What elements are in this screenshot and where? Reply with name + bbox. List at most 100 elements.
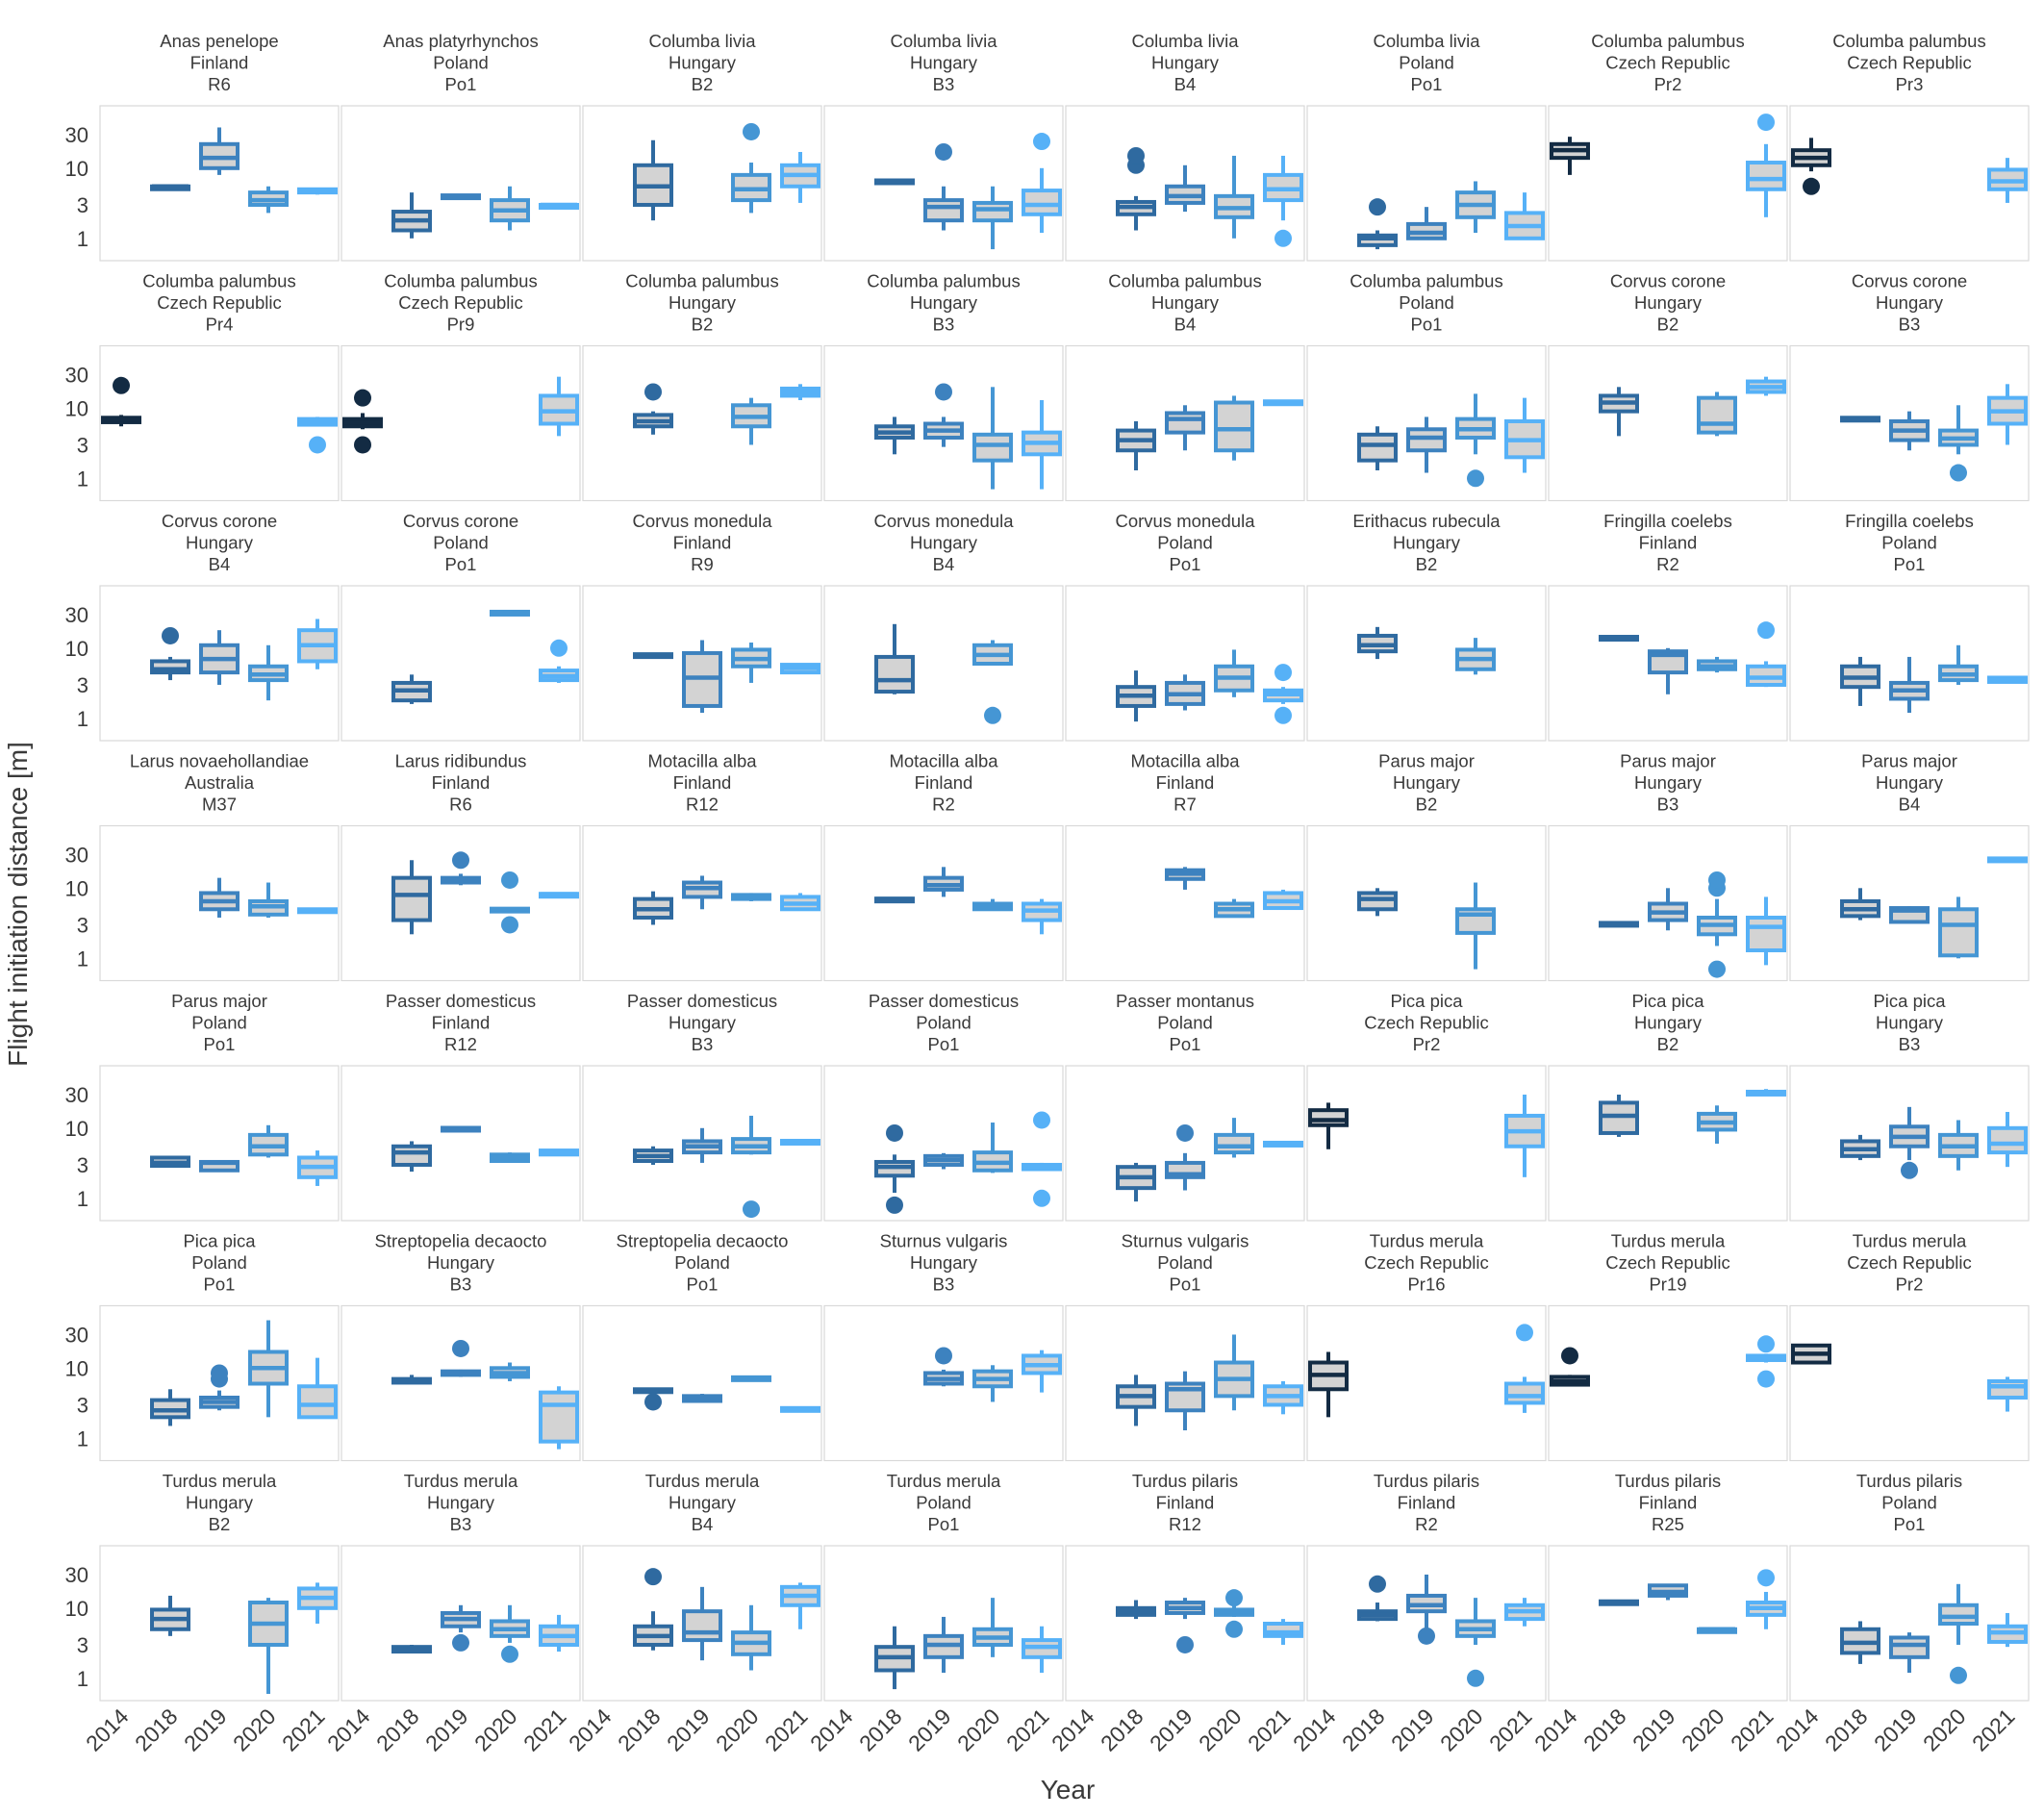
box bbox=[874, 178, 915, 186]
box bbox=[1263, 155, 1303, 247]
x-tick-label: 2014 bbox=[1047, 1703, 1099, 1756]
panel-title-line: Pr16 bbox=[1407, 1274, 1445, 1295]
panel-title-line: Columba palumbus bbox=[1350, 271, 1502, 291]
box-iqr bbox=[1746, 915, 1786, 952]
panel-title-line: Larus novaehollandiae bbox=[130, 751, 309, 771]
y-tick-label: 30 bbox=[65, 1323, 88, 1347]
box-iqr bbox=[297, 1384, 338, 1420]
box-iqr bbox=[1022, 189, 1062, 216]
panel-title-line: Finland bbox=[1639, 533, 1698, 553]
panel-title-line: Po1 bbox=[1411, 74, 1443, 94]
x-tick-label: 2020 bbox=[711, 1703, 764, 1756]
panel-title-line: Corvus corone bbox=[403, 511, 518, 531]
x-tick-label: 2019 bbox=[662, 1703, 715, 1756]
outlier-point bbox=[1757, 1569, 1775, 1587]
x-tick-label: 2019 bbox=[1386, 1703, 1439, 1756]
y-tick-label: 1 bbox=[77, 707, 88, 731]
box bbox=[1938, 1583, 1979, 1684]
panel-border bbox=[1548, 824, 1788, 982]
panel-title-line: B4 bbox=[209, 554, 231, 574]
box bbox=[539, 376, 579, 437]
box bbox=[780, 151, 820, 203]
panel-title-line: R12 bbox=[686, 795, 719, 815]
box bbox=[731, 122, 771, 214]
panel-title-line: Czech Republic bbox=[1847, 1252, 1972, 1273]
panel-title-line: Streptopelia decaocto bbox=[617, 1231, 789, 1251]
panel-border bbox=[1548, 1304, 1788, 1462]
box bbox=[682, 1394, 722, 1403]
outlier-point bbox=[1274, 664, 1292, 682]
panel-title-line: Turdus merula bbox=[1370, 1231, 1484, 1251]
box bbox=[1746, 621, 1786, 688]
box bbox=[1406, 1574, 1447, 1645]
panel-border bbox=[99, 585, 340, 742]
y-tick-label: 10 bbox=[65, 1117, 88, 1141]
box bbox=[199, 630, 240, 685]
panel-title-line: Pr2 bbox=[1896, 1274, 1924, 1295]
box bbox=[1746, 1569, 1786, 1629]
panel-title-line: Australia bbox=[185, 772, 255, 793]
panel-title-line: B3 bbox=[933, 1274, 955, 1295]
x-tick-label: 2018 bbox=[1578, 1703, 1631, 1756]
box bbox=[1697, 871, 1737, 978]
box bbox=[633, 1146, 673, 1165]
y-tick-label: 10 bbox=[65, 396, 88, 420]
x-tick-label: 2019 bbox=[1869, 1703, 1922, 1756]
panel-title-line: Larus ridibundus bbox=[395, 751, 527, 771]
panel-title-line: Po1 bbox=[445, 554, 477, 574]
box bbox=[1550, 137, 1590, 175]
panel-border bbox=[582, 585, 822, 742]
panel-title-line: Czech Republic bbox=[1364, 1013, 1489, 1033]
outlier-point bbox=[1225, 1620, 1243, 1638]
box-iqr bbox=[682, 1609, 722, 1643]
box bbox=[539, 892, 579, 899]
box bbox=[1116, 1375, 1156, 1426]
panel-title-line: Anas penelope bbox=[160, 31, 278, 51]
box bbox=[731, 893, 771, 901]
box-iqr bbox=[923, 198, 964, 223]
outlier-point bbox=[452, 851, 469, 870]
box bbox=[731, 643, 771, 683]
outlier-point bbox=[1418, 1627, 1435, 1645]
box bbox=[1406, 207, 1447, 240]
panel-title-line: Finland bbox=[1639, 1493, 1698, 1513]
outlier-point bbox=[354, 436, 371, 454]
box bbox=[441, 1339, 481, 1377]
panel-title-line: Czech Republic bbox=[1847, 53, 1972, 73]
panel-title-line: Finland bbox=[1156, 1493, 1215, 1513]
box bbox=[972, 640, 1013, 724]
box bbox=[1599, 1599, 1639, 1606]
box bbox=[682, 1127, 722, 1163]
box bbox=[1022, 1626, 1062, 1674]
panel-border bbox=[1065, 824, 1305, 982]
box bbox=[490, 871, 530, 934]
panel-title-line: Pica pica bbox=[1873, 991, 1946, 1011]
panel-border bbox=[582, 1304, 822, 1462]
outlier-point bbox=[644, 383, 662, 401]
panel-title-line: Poland bbox=[674, 1252, 730, 1273]
panel-title-line: Poland bbox=[916, 1013, 972, 1033]
box bbox=[490, 1152, 530, 1164]
panel-border bbox=[823, 1065, 1064, 1222]
panel-title-line: Passer domesticus bbox=[627, 991, 777, 1011]
panel-border bbox=[823, 585, 1064, 742]
outlier-point bbox=[935, 142, 952, 161]
box bbox=[972, 186, 1013, 250]
panel-border bbox=[341, 344, 581, 502]
box bbox=[1263, 664, 1303, 724]
x-tick-label: 2018 bbox=[130, 1703, 183, 1756]
outlier-point bbox=[1757, 621, 1775, 640]
outlier-point bbox=[1516, 1324, 1533, 1342]
box bbox=[1455, 393, 1496, 488]
